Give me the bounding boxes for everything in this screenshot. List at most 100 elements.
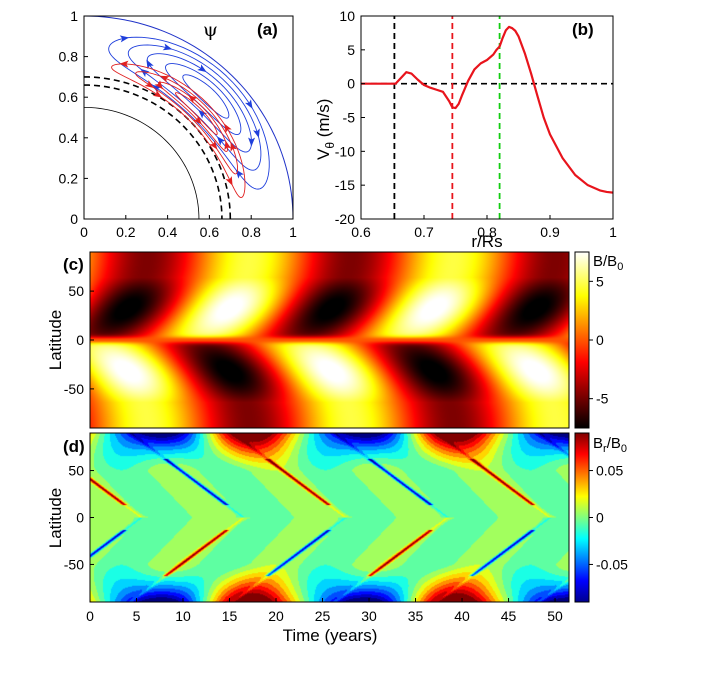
panel-c-ylabel: Latitude xyxy=(46,310,65,371)
flow-arrow-1-2-0 xyxy=(224,140,232,151)
panel-b-label: (b) xyxy=(572,20,594,39)
xtick-label: 25 xyxy=(315,608,331,624)
xtick-label: 30 xyxy=(361,608,377,624)
panel-b: 0.6 0.7 0.8 0.9 1 -20 -15 -10 -5 0 5 10 (b) r/Rs Vθ… xyxy=(314,8,617,251)
panel-d-ticks: 50 0 -50 0 5 10 15 20 25 30 35 40 45 50 xyxy=(64,463,563,624)
colorbar-c xyxy=(574,251,590,429)
inner-core-boundary xyxy=(84,106,200,219)
panel-a-xtick-label: 0.8 xyxy=(241,224,261,240)
streamline-plot xyxy=(84,16,293,219)
panel-d: 500-500 5 10 15 20 25 30 35 40 45 50 (d) Latitude … xyxy=(46,432,628,645)
flow-arrow-0-0-3 xyxy=(119,35,130,43)
colorbar-d-title-a: B xyxy=(593,435,603,452)
panel-d-label: (d) xyxy=(63,437,85,456)
flow-arrow-1-0-2 xyxy=(152,89,163,98)
panel-a-ytick-label: 0.6 xyxy=(59,89,79,105)
panel-a-ytick-label: 0.8 xyxy=(59,49,79,65)
panel-b-ytick-label: -10 xyxy=(335,143,355,159)
panel-a-frame xyxy=(83,15,294,220)
panel-c-ticks: 50 0 -50 xyxy=(64,283,94,397)
colorbar-d-ticks: 0.05 0 -0.05 xyxy=(589,463,628,572)
colorbar-tick-label: 0 xyxy=(596,332,604,348)
flow-arrow-0-2-2 xyxy=(146,59,154,70)
radial-field-heatmap xyxy=(90,433,569,602)
flow-arrow-0-0-1 xyxy=(235,169,244,179)
flow-arrow-1-1-2 xyxy=(144,80,155,88)
ytick-label: 0 xyxy=(76,332,84,348)
flow-arrow-0-1-0 xyxy=(253,128,260,139)
panel-d-xlabel: Time (years) xyxy=(283,626,378,645)
colorbar-d xyxy=(574,432,590,603)
flow-arrow-0-2-0 xyxy=(248,137,256,147)
flow-arrow-1-2-2 xyxy=(154,80,163,90)
colorbar-tick-label: -0.05 xyxy=(596,556,628,572)
surface-boundary xyxy=(84,16,293,219)
xtick-label: 5 xyxy=(133,608,141,624)
panel-b-ytick-label: 5 xyxy=(347,42,355,58)
panel-a-xtick-label: 0 xyxy=(80,224,88,240)
colorbar-tick-label: 0.05 xyxy=(596,463,623,479)
panel-a-xtick-label: 1 xyxy=(289,224,297,240)
flow-arrow-1-1-1 xyxy=(209,140,218,150)
panel-b-xtick-label: 0.7 xyxy=(414,224,434,240)
colorbar-c-title-main: B/B xyxy=(593,253,617,270)
flow-arrow-0-0-0 xyxy=(244,99,253,109)
colorbar-c-ticks: 5 0 -5 xyxy=(589,273,609,407)
flow-arrow-1-0-1 xyxy=(225,176,233,186)
flow-arrow-0-1-2 xyxy=(140,68,150,78)
xtick-label: 35 xyxy=(408,608,424,624)
psi-title: ψ xyxy=(203,19,218,41)
panel-a-xtick-label: 0.6 xyxy=(200,224,220,240)
flow-arrow-1-1-3 xyxy=(159,75,170,83)
ylabel-tail: (m/s) xyxy=(314,99,333,142)
colorbar-d-title: Br/B0 xyxy=(593,435,627,455)
flow-arrow-1-0-0 xyxy=(224,123,232,133)
streamline-1-3 xyxy=(175,92,218,136)
panel-b-xtick-label: 0.6 xyxy=(351,224,371,240)
panel-a-xtick-label: 0.2 xyxy=(116,224,136,240)
vtheta-series-line xyxy=(361,25,613,194)
colorbar-d-title-b: r xyxy=(603,443,607,455)
ytick-label: -50 xyxy=(64,556,84,572)
panel-a-ytick-label: 0 xyxy=(70,211,78,227)
tachocline-boundary-1 xyxy=(84,76,232,219)
flow-arrow-0-1-3 xyxy=(162,43,173,51)
colorbar-c-title-sub: 0 xyxy=(617,261,623,273)
streamline-1-2 xyxy=(158,81,228,152)
panel-b-ytick-label: -15 xyxy=(335,177,355,193)
colorbar-d-title-d: 0 xyxy=(621,443,627,455)
panel-b-xtick-label: 1 xyxy=(609,224,617,240)
flow-arrow-1-2-3 xyxy=(188,94,198,104)
panel-b-ticks: 0.6 0.7 0.8 0.9 1 -20 -15 -10 -5 0 5 10 xyxy=(335,8,617,240)
xtick-label: 0 xyxy=(86,608,94,624)
ylabel-sub: θ xyxy=(323,142,337,149)
colorbar-tick-label: 5 xyxy=(596,273,604,289)
flow-arrow-0-1-1 xyxy=(216,136,226,146)
panel-b-ytick-label: -20 xyxy=(335,211,355,227)
flow-arrow-0-2-1 xyxy=(198,109,208,119)
flow-arrow-0-2-3 xyxy=(197,64,207,73)
toroidal-field-heatmap xyxy=(90,252,569,428)
panel-a-ytick-label: 1 xyxy=(70,8,78,24)
panel-b-xtick-label: 0.9 xyxy=(540,224,560,240)
ytick-label: 0 xyxy=(76,510,84,526)
colorbar-tick-label: 0 xyxy=(596,510,604,526)
colorbar-c-title: B/B0 xyxy=(593,253,623,273)
panel-b-xtick-label: 0.8 xyxy=(477,224,497,240)
ylabel-main: V xyxy=(314,148,333,160)
panel-a-ticks: 0 0.2 0.4 0.6 0.8 1 0 0.2 0.4 0.6 0.8 1 xyxy=(59,8,298,240)
panel-c: 500-50 (c) Latitude 50-5 B/B0 xyxy=(46,251,623,429)
panel-b-frame xyxy=(360,15,614,220)
flow-arrow-1-0-3 xyxy=(119,60,129,68)
streamline-1-1 xyxy=(135,71,238,175)
panel-d-ylabel: Latitude xyxy=(46,488,65,549)
colorbar-tick-label: -5 xyxy=(596,391,609,407)
ytick-label: -50 xyxy=(64,381,84,397)
panel-b-ylabel: Vθ (m/s) xyxy=(314,99,337,160)
panel-b-ytick-label: 0 xyxy=(347,76,355,92)
streamline-0-0 xyxy=(108,36,270,190)
panel-a-ytick-label: 0.4 xyxy=(59,130,79,146)
flow-arrow-1-1-0 xyxy=(230,142,238,152)
xtick-label: 50 xyxy=(547,608,563,624)
panel-a-label: (a) xyxy=(257,20,278,39)
